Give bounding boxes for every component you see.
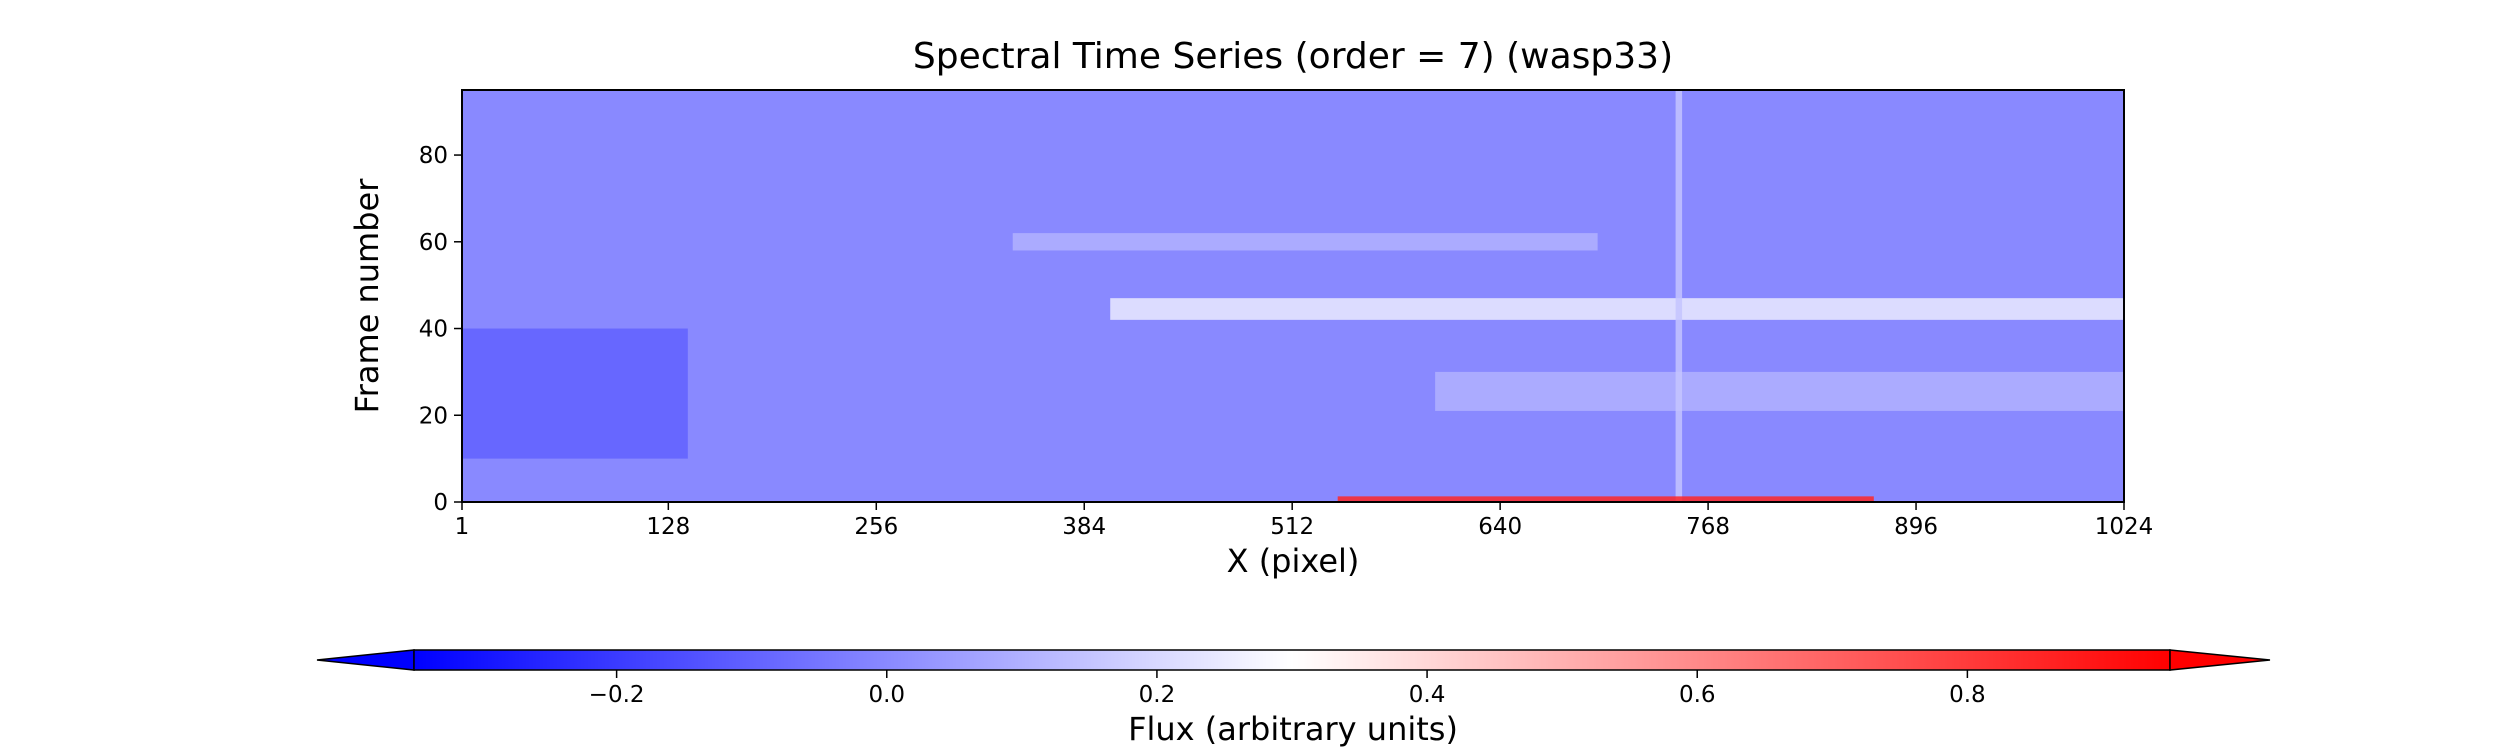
y-tick-label: 20	[419, 403, 448, 429]
x-tick-label: 896	[1894, 514, 1938, 540]
y-axis-ticks: 0 20 40 60 80	[419, 143, 462, 516]
x-tick-label: 128	[646, 514, 690, 540]
colorbar-ticks: −0.2 0.0 0.2 0.4 0.6 0.8	[589, 670, 1986, 708]
colorbar-extend-min	[316, 649, 415, 671]
y-axis-label: Frame number	[348, 178, 386, 414]
y-tick-label: 60	[419, 230, 448, 256]
plot-frame	[461, 89, 2125, 503]
colorbar-tick-label: −0.2	[589, 682, 645, 708]
colorbar-extend-max	[2169, 649, 2271, 671]
x-axis-label: X (pixel)	[1227, 542, 1360, 580]
chart-title: Spectral Time Series (order = 7) (wasp33…	[913, 36, 1673, 77]
colorbar-label: Flux (arbitrary units)	[1128, 710, 1458, 748]
heatmap-background	[462, 90, 2124, 502]
x-tick-label: 384	[1062, 514, 1106, 540]
heatmap-feature-0	[1110, 298, 2124, 320]
x-tick-label: 256	[854, 514, 898, 540]
y-tick-label: 0	[433, 490, 448, 516]
colorbar: −0.2 0.0 0.2 0.4 0.6 0.8 Flux (arbitrary unit…	[316, 649, 2271, 748]
x-tick-label: 768	[1686, 514, 1730, 540]
colorbar-tick-label: 0.4	[1409, 682, 1446, 708]
colorbar-tick-label: 0.6	[1679, 682, 1716, 708]
x-tick-label: 1024	[2095, 514, 2154, 540]
heatmap-feature-2	[1435, 371, 2124, 411]
colorbar-gradient	[413, 649, 2171, 671]
heatmap-feature-1	[1012, 233, 1598, 251]
heatmap-feature-3	[1675, 90, 1683, 502]
x-axis-ticks: 1 128 256 384 512 640 768 896 1024	[455, 502, 2154, 540]
y-tick-label: 40	[419, 317, 448, 343]
colorbar-tick-label: 0.8	[1949, 682, 1986, 708]
heatmap	[462, 90, 2124, 502]
heatmap-feature-5	[462, 328, 688, 459]
x-tick-label: 640	[1478, 514, 1522, 540]
x-tick-label: 512	[1270, 514, 1314, 540]
x-tick-label: 1	[455, 514, 470, 540]
colorbar-tick-label: 0.0	[868, 682, 905, 708]
y-tick-label: 80	[419, 143, 448, 169]
heatmap-feature-4	[1337, 496, 1874, 502]
colorbar-tick-label: 0.2	[1139, 682, 1176, 708]
